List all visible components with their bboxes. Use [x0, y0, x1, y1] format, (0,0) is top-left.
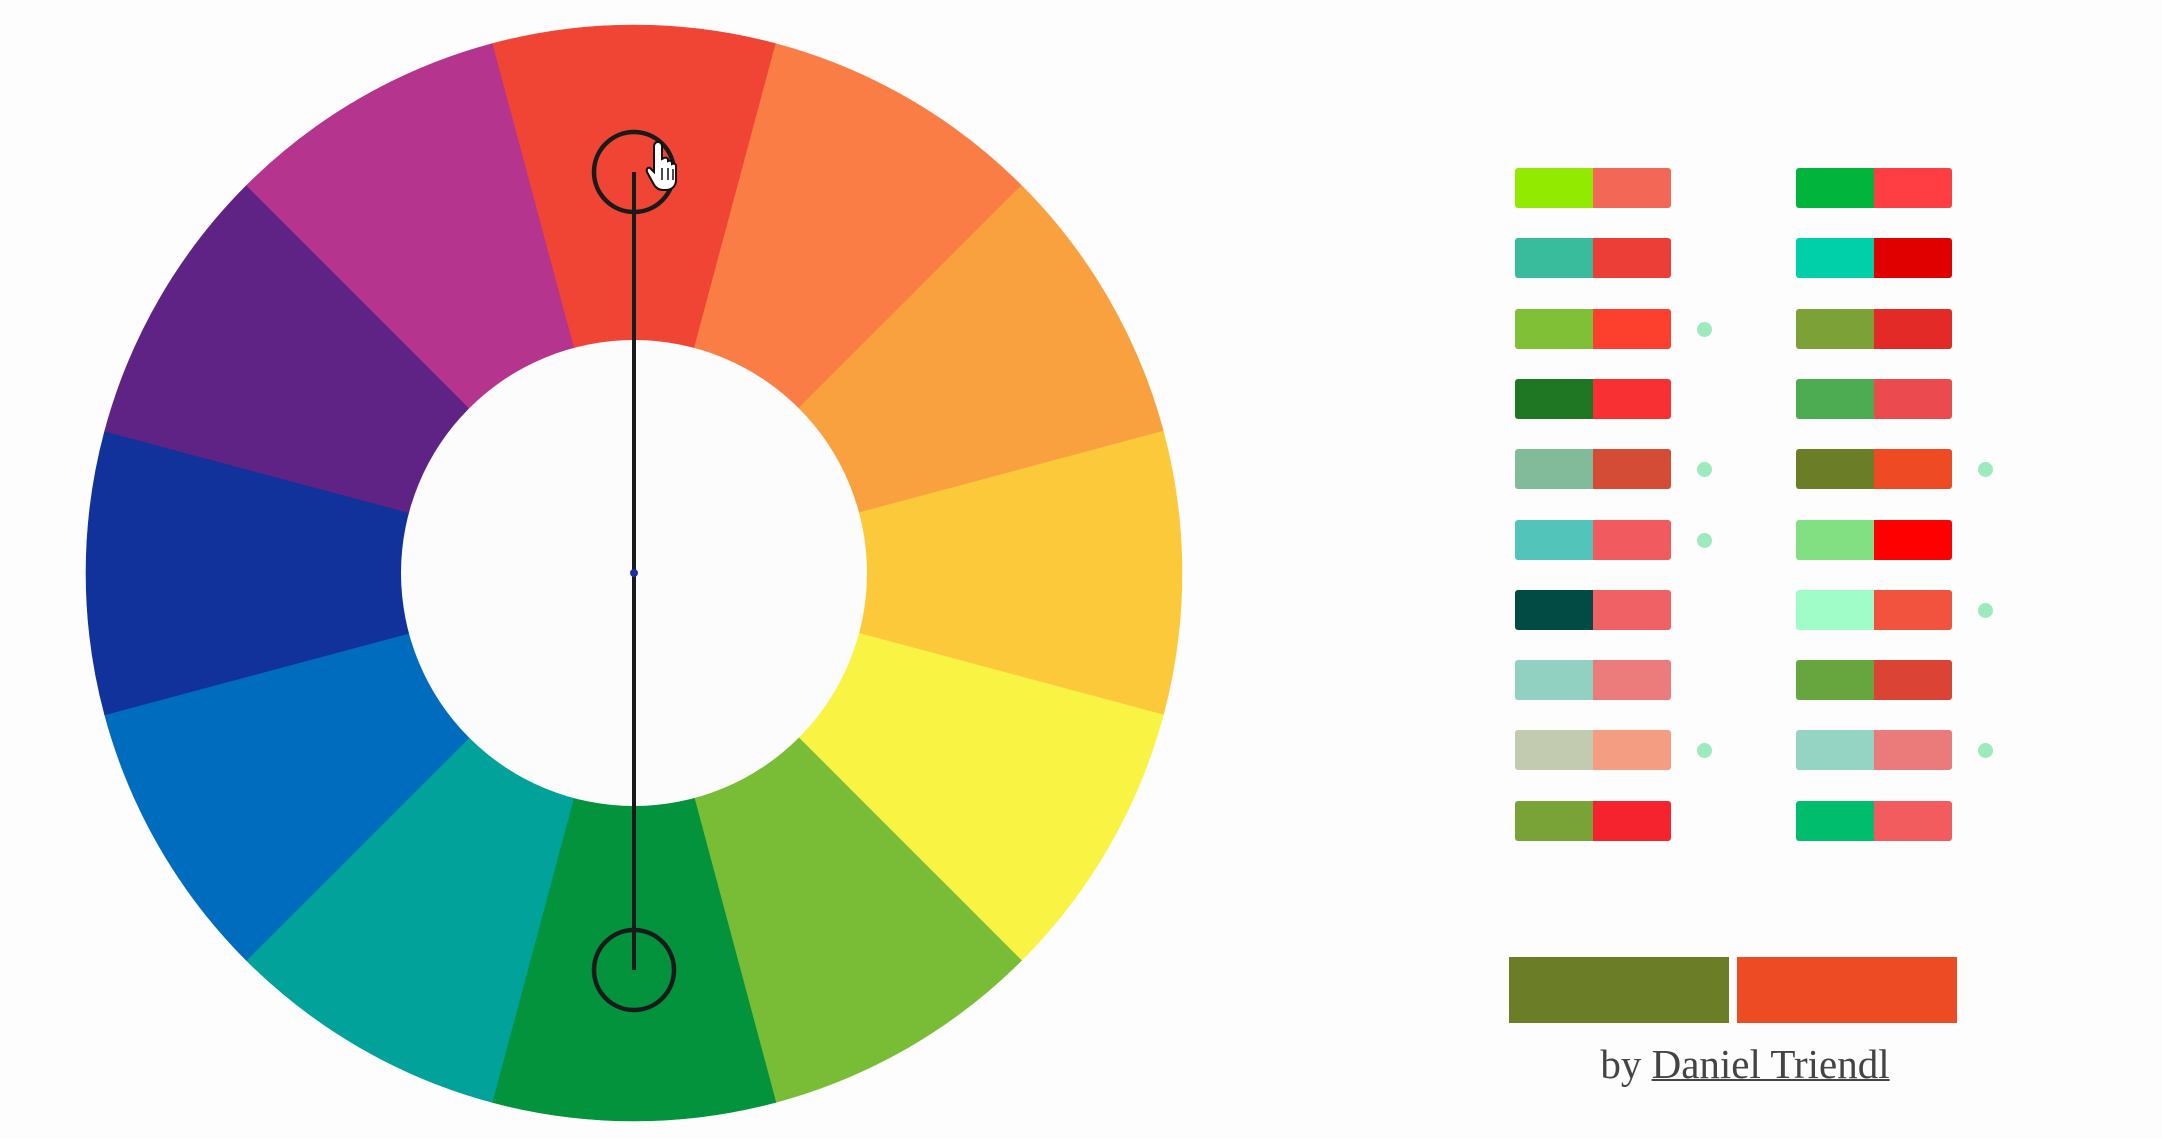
author-credit: by Daniel Triendl: [1505, 1040, 1985, 1088]
wheel-center-dot: [630, 569, 638, 577]
palette-swatch-secondary: [1593, 449, 1671, 490]
palette-swatch-primary: [1515, 168, 1593, 208]
palette-pair-left-4[interactable]: [1515, 378, 1671, 419]
palette-swatch-secondary: [1874, 519, 1952, 560]
favorite-indicator-dot: [1697, 462, 1712, 478]
palette-swatch-primary: [1515, 800, 1593, 841]
palette-swatch-secondary: [1874, 660, 1952, 701]
favorite-indicator-dot: [1697, 321, 1712, 337]
palette-swatch-secondary: [1593, 589, 1671, 630]
palette-swatch-primary: [1796, 308, 1874, 349]
palette-swatch-primary: [1796, 519, 1874, 560]
palette-swatch-primary: [1796, 730, 1874, 771]
palette-swatch-secondary: [1874, 168, 1952, 208]
palette-swatch-primary: [1796, 168, 1874, 208]
palette-pair-right-7[interactable]: [1796, 589, 1952, 630]
preview-swatch-secondary: [1737, 957, 1957, 1023]
favorite-indicator-dot: [1697, 743, 1712, 759]
palette-swatch-primary: [1515, 730, 1593, 771]
palette-swatch-secondary: [1874, 589, 1952, 630]
palette-swatch-secondary: [1874, 449, 1952, 490]
favorite-indicator-dot: [1697, 532, 1712, 548]
palette-pair-left-5[interactable]: [1515, 449, 1671, 490]
palette-swatch-secondary: [1593, 378, 1671, 419]
palette-swatch-primary: [1515, 238, 1593, 279]
palette-pair-right-6[interactable]: [1796, 519, 1952, 560]
palette-pair-right-10[interactable]: [1796, 800, 1952, 841]
preview-swatch-primary: [1509, 957, 1729, 1023]
palette-pair-left-1[interactable]: [1515, 168, 1671, 208]
palette-swatch-secondary: [1593, 238, 1671, 279]
palette-swatch-secondary: [1593, 519, 1671, 560]
palette-swatch-primary: [1515, 378, 1593, 419]
palette-swatch-primary: [1796, 660, 1874, 701]
byline-prefix: by: [1600, 1041, 1642, 1087]
palette-pair-left-9[interactable]: [1515, 730, 1671, 771]
palette-pair-right-2[interactable]: [1796, 238, 1952, 279]
palette-swatch-secondary: [1593, 660, 1671, 701]
palette-swatch-primary: [1515, 308, 1593, 349]
palette-swatch-primary: [1796, 800, 1874, 841]
palette-pair-right-5[interactable]: [1796, 449, 1952, 490]
palette-swatch-secondary: [1593, 730, 1671, 771]
palette-pair-left-3[interactable]: [1515, 308, 1671, 349]
palette-pair-left-6[interactable]: [1515, 519, 1671, 560]
palette-swatch-primary: [1796, 449, 1874, 490]
palette-swatch-primary: [1515, 660, 1593, 701]
palette-swatch-secondary: [1593, 168, 1671, 208]
palette-swatch-primary: [1515, 519, 1593, 560]
bottom-selector-handle[interactable]: [591, 927, 677, 1013]
palette-swatch-primary: [1515, 449, 1593, 490]
color-wheel[interactable]: [0, 0, 1240, 1138]
palette-swatch-secondary: [1593, 308, 1671, 349]
palette-swatch-secondary: [1874, 378, 1952, 419]
favorite-indicator-dot: [1978, 602, 1993, 618]
favorite-indicator-dot: [1978, 743, 1993, 759]
palette-pair-right-9[interactable]: [1796, 730, 1952, 771]
palette-pair-right-8[interactable]: [1796, 660, 1952, 701]
palette-swatch-secondary: [1874, 730, 1952, 771]
palette-pair-left-8[interactable]: [1515, 660, 1671, 701]
palette-pair-right-3[interactable]: [1796, 308, 1952, 349]
palette-swatch-primary: [1515, 589, 1593, 630]
palette-swatch-primary: [1796, 238, 1874, 279]
palette-pair-left-7[interactable]: [1515, 589, 1671, 630]
palette-swatch-secondary: [1874, 238, 1952, 279]
favorite-indicator-dot: [1978, 462, 1993, 478]
palette-swatch-secondary: [1593, 800, 1671, 841]
palette-pair-left-2[interactable]: [1515, 238, 1671, 279]
palette-pair-left-10[interactable]: [1515, 800, 1671, 841]
author-link[interactable]: Daniel Triendl: [1651, 1041, 1890, 1087]
wheel-segments: [85, 24, 1183, 1122]
palette-swatch-secondary: [1874, 800, 1952, 841]
palette-swatch-primary: [1796, 378, 1874, 419]
hand-cursor-icon: [645, 140, 677, 191]
palette-swatch-primary: [1796, 589, 1874, 630]
palette-pair-right-1[interactable]: [1796, 168, 1952, 208]
palette-pair-right-4[interactable]: [1796, 378, 1952, 419]
palette-swatch-secondary: [1874, 308, 1952, 349]
